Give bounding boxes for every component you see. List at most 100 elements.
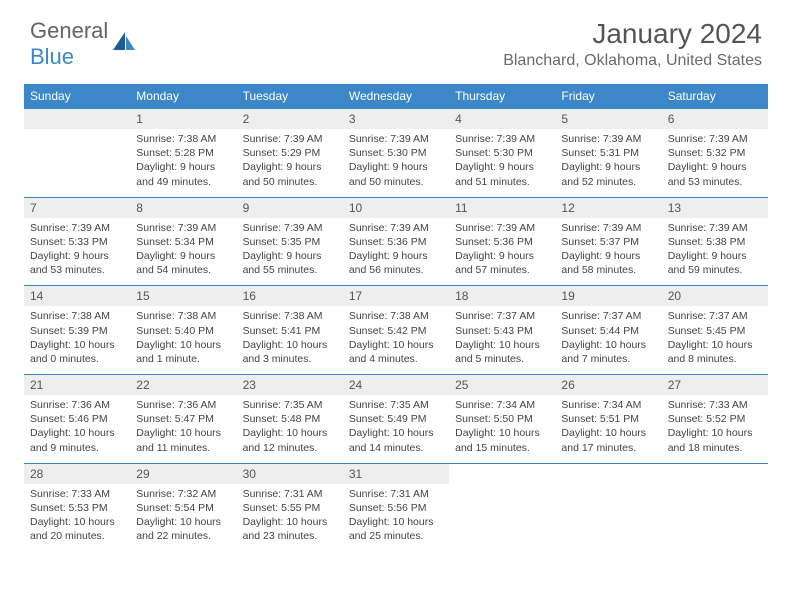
day-number: 15 <box>130 286 236 306</box>
daylight-text: Daylight: 10 hours and 18 minutes. <box>668 426 762 454</box>
day-number: 11 <box>449 198 555 218</box>
weekday-header: Monday <box>130 84 236 109</box>
calendar-cell: 17Sunrise: 7:38 AMSunset: 5:42 PMDayligh… <box>343 286 449 375</box>
logo: General Blue <box>30 18 137 70</box>
sunset-text: Sunset: 5:39 PM <box>30 324 124 338</box>
title-block: January 2024 Blanchard, Oklahoma, United… <box>503 18 762 70</box>
sunset-text: Sunset: 5:38 PM <box>668 235 762 249</box>
daylight-text: Daylight: 9 hours and 57 minutes. <box>455 249 549 277</box>
logo-line2: Blue <box>30 44 74 69</box>
sunrise-text: Sunrise: 7:39 AM <box>668 221 762 235</box>
sunrise-text: Sunrise: 7:39 AM <box>455 221 549 235</box>
sunrise-text: Sunrise: 7:39 AM <box>243 132 337 146</box>
calendar-week-row: 14Sunrise: 7:38 AMSunset: 5:39 PMDayligh… <box>24 286 768 375</box>
sunrise-text: Sunrise: 7:38 AM <box>136 132 230 146</box>
sunset-text: Sunset: 5:48 PM <box>243 412 337 426</box>
sunrise-text: Sunrise: 7:34 AM <box>455 398 549 412</box>
sunrise-text: Sunrise: 7:33 AM <box>30 487 124 501</box>
sunset-text: Sunset: 5:51 PM <box>561 412 655 426</box>
day-details: Sunrise: 7:37 AMSunset: 5:45 PMDaylight:… <box>662 306 768 374</box>
daylight-text: Daylight: 10 hours and 12 minutes. <box>243 426 337 454</box>
calendar-week-row: 7Sunrise: 7:39 AMSunset: 5:33 PMDaylight… <box>24 197 768 286</box>
calendar-table: SundayMondayTuesdayWednesdayThursdayFrid… <box>24 84 768 551</box>
day-details: Sunrise: 7:39 AMSunset: 5:36 PMDaylight:… <box>343 218 449 286</box>
sunrise-text: Sunrise: 7:39 AM <box>561 132 655 146</box>
day-details: Sunrise: 7:36 AMSunset: 5:47 PMDaylight:… <box>130 395 236 463</box>
calendar-cell: 16Sunrise: 7:38 AMSunset: 5:41 PMDayligh… <box>237 286 343 375</box>
daylight-text: Daylight: 10 hours and 4 minutes. <box>349 338 443 366</box>
day-number: 1 <box>130 109 236 129</box>
daylight-text: Daylight: 10 hours and 0 minutes. <box>30 338 124 366</box>
sunset-text: Sunset: 5:36 PM <box>455 235 549 249</box>
page-title: January 2024 <box>503 18 762 50</box>
calendar-cell: 28Sunrise: 7:33 AMSunset: 5:53 PMDayligh… <box>24 463 130 551</box>
logo-text: General Blue <box>30 18 108 70</box>
calendar-cell: 27Sunrise: 7:33 AMSunset: 5:52 PMDayligh… <box>662 375 768 464</box>
sunset-text: Sunset: 5:54 PM <box>136 501 230 515</box>
calendar-cell: 10Sunrise: 7:39 AMSunset: 5:36 PMDayligh… <box>343 197 449 286</box>
weekday-header: Thursday <box>449 84 555 109</box>
sunrise-text: Sunrise: 7:38 AM <box>136 309 230 323</box>
sunrise-text: Sunrise: 7:37 AM <box>455 309 549 323</box>
sunrise-text: Sunrise: 7:39 AM <box>349 221 443 235</box>
day-number: 3 <box>343 109 449 129</box>
calendar-cell: 8Sunrise: 7:39 AMSunset: 5:34 PMDaylight… <box>130 197 236 286</box>
calendar-cell: 22Sunrise: 7:36 AMSunset: 5:47 PMDayligh… <box>130 375 236 464</box>
calendar-cell <box>449 463 555 551</box>
sunrise-text: Sunrise: 7:37 AM <box>561 309 655 323</box>
day-details: Sunrise: 7:39 AMSunset: 5:31 PMDaylight:… <box>555 129 661 197</box>
sunset-text: Sunset: 5:53 PM <box>30 501 124 515</box>
sunset-text: Sunset: 5:40 PM <box>136 324 230 338</box>
day-details: Sunrise: 7:31 AMSunset: 5:55 PMDaylight:… <box>237 484 343 552</box>
sunrise-text: Sunrise: 7:38 AM <box>30 309 124 323</box>
sunrise-text: Sunrise: 7:39 AM <box>349 132 443 146</box>
calendar-cell: 25Sunrise: 7:34 AMSunset: 5:50 PMDayligh… <box>449 375 555 464</box>
day-number: 4 <box>449 109 555 129</box>
calendar-cell: 23Sunrise: 7:35 AMSunset: 5:48 PMDayligh… <box>237 375 343 464</box>
calendar-cell: 18Sunrise: 7:37 AMSunset: 5:43 PMDayligh… <box>449 286 555 375</box>
weekday-header: Saturday <box>662 84 768 109</box>
sunset-text: Sunset: 5:36 PM <box>349 235 443 249</box>
day-number: 8 <box>130 198 236 218</box>
calendar-cell: 20Sunrise: 7:37 AMSunset: 5:45 PMDayligh… <box>662 286 768 375</box>
calendar-cell: 4Sunrise: 7:39 AMSunset: 5:30 PMDaylight… <box>449 109 555 198</box>
day-number: 9 <box>237 198 343 218</box>
daylight-text: Daylight: 9 hours and 53 minutes. <box>30 249 124 277</box>
sunset-text: Sunset: 5:46 PM <box>30 412 124 426</box>
calendar-cell: 5Sunrise: 7:39 AMSunset: 5:31 PMDaylight… <box>555 109 661 198</box>
logo-line1: General <box>30 18 108 43</box>
day-details: Sunrise: 7:37 AMSunset: 5:44 PMDaylight:… <box>555 306 661 374</box>
day-details: Sunrise: 7:33 AMSunset: 5:52 PMDaylight:… <box>662 395 768 463</box>
calendar-cell: 13Sunrise: 7:39 AMSunset: 5:38 PMDayligh… <box>662 197 768 286</box>
sunset-text: Sunset: 5:30 PM <box>349 146 443 160</box>
day-number: 20 <box>662 286 768 306</box>
daylight-text: Daylight: 9 hours and 50 minutes. <box>243 160 337 188</box>
calendar-cell: 30Sunrise: 7:31 AMSunset: 5:55 PMDayligh… <box>237 463 343 551</box>
calendar-cell: 31Sunrise: 7:31 AMSunset: 5:56 PMDayligh… <box>343 463 449 551</box>
day-number: 10 <box>343 198 449 218</box>
day-details: Sunrise: 7:33 AMSunset: 5:53 PMDaylight:… <box>24 484 130 552</box>
calendar-week-row: 28Sunrise: 7:33 AMSunset: 5:53 PMDayligh… <box>24 463 768 551</box>
day-number: 31 <box>343 464 449 484</box>
sunset-text: Sunset: 5:33 PM <box>30 235 124 249</box>
sunrise-text: Sunrise: 7:39 AM <box>455 132 549 146</box>
daylight-text: Daylight: 10 hours and 5 minutes. <box>455 338 549 366</box>
day-number: 5 <box>555 109 661 129</box>
sunset-text: Sunset: 5:47 PM <box>136 412 230 426</box>
sunset-text: Sunset: 5:43 PM <box>455 324 549 338</box>
sunset-text: Sunset: 5:56 PM <box>349 501 443 515</box>
day-number: 2 <box>237 109 343 129</box>
day-details: Sunrise: 7:39 AMSunset: 5:32 PMDaylight:… <box>662 129 768 197</box>
daylight-text: Daylight: 10 hours and 11 minutes. <box>136 426 230 454</box>
day-number: 30 <box>237 464 343 484</box>
daylight-text: Daylight: 9 hours and 49 minutes. <box>136 160 230 188</box>
day-details: Sunrise: 7:39 AMSunset: 5:33 PMDaylight:… <box>24 218 130 286</box>
weekday-header: Tuesday <box>237 84 343 109</box>
sunset-text: Sunset: 5:35 PM <box>243 235 337 249</box>
day-number: 6 <box>662 109 768 129</box>
calendar-week-row: 1Sunrise: 7:38 AMSunset: 5:28 PMDaylight… <box>24 109 768 198</box>
day-details: Sunrise: 7:35 AMSunset: 5:49 PMDaylight:… <box>343 395 449 463</box>
daylight-text: Daylight: 9 hours and 56 minutes. <box>349 249 443 277</box>
daylight-text: Daylight: 9 hours and 59 minutes. <box>668 249 762 277</box>
sunrise-text: Sunrise: 7:37 AM <box>668 309 762 323</box>
